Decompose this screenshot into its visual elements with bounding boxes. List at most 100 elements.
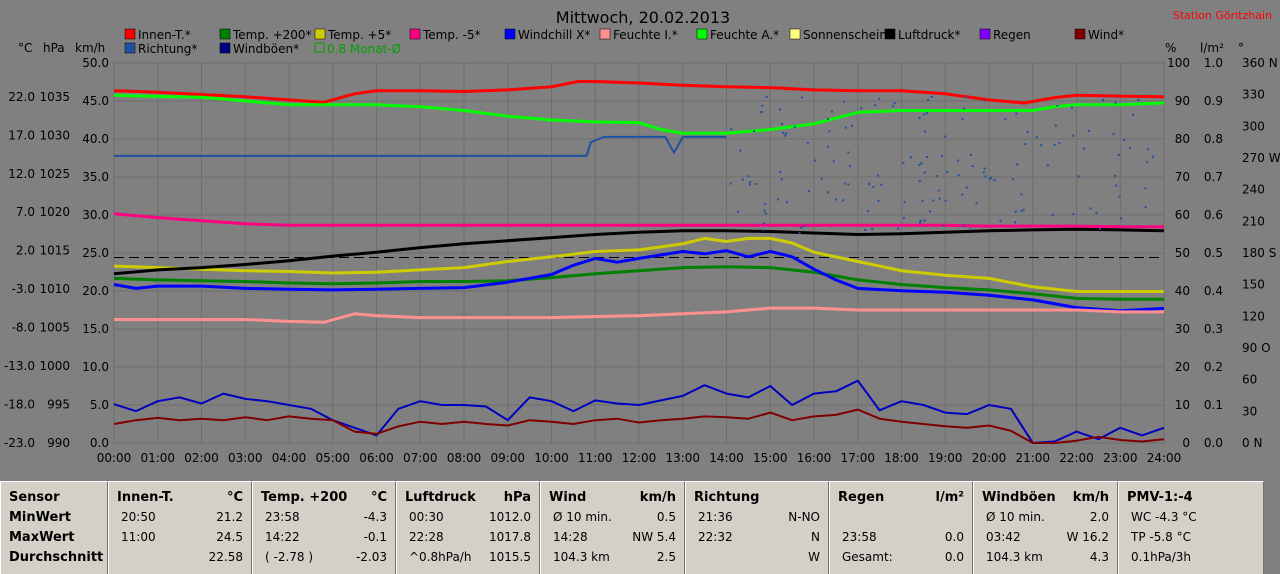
direction-point-58 [961, 117, 964, 120]
panel-row: 23:58 -4.3 [261, 510, 387, 528]
panel-row: 23:58 0.0 [838, 530, 964, 548]
direction-point-147 [1056, 105, 1059, 108]
direction-point-24 [990, 176, 993, 179]
deg-tick-9: 90 O [1242, 341, 1271, 355]
panel-row: 22.58 [117, 550, 243, 568]
panel-cell-value: 0.5 [656, 510, 676, 524]
direction-point-76 [808, 190, 811, 193]
hpa-tick-4: 1015 [39, 244, 70, 258]
direction-point-140 [969, 154, 972, 157]
unit-lm2: l/m² [1200, 41, 1224, 55]
panel-cell-label: 0.1hPa/3h [1131, 550, 1192, 564]
deg-tick-8: 120 [1242, 309, 1265, 323]
legend-swatch-11 [124, 42, 136, 54]
series-line-0 [113, 80, 1165, 105]
deg-tick-12: 0 N [1242, 436, 1262, 450]
panel-cell-label: 23:58 [842, 530, 877, 544]
x-tick-19: 19:00 [928, 451, 963, 465]
direction-point-59 [1095, 211, 1098, 214]
deg-tick-0: 360 N [1242, 56, 1278, 70]
legend-label-12: Windböen* [233, 42, 299, 56]
panel-8: PMV-1:-4 WC -4.3 °C TP -5.8 °C 0.1hPa/3h [1118, 481, 1264, 574]
deg-tick-4: 240 [1242, 183, 1265, 197]
direction-point-31 [918, 163, 921, 166]
direction-point-143 [957, 159, 960, 162]
direction-point-41 [868, 182, 871, 185]
direction-point-123 [877, 200, 880, 203]
series-line-5 [114, 306, 1164, 324]
direction-point-2 [920, 162, 923, 165]
panel-header: Innen-T. °C [117, 490, 243, 508]
panel-row: MinWert [9, 510, 99, 528]
panel-unit: km/h [1072, 490, 1109, 505]
direction-point-51 [1118, 195, 1121, 198]
legend: Innen-T.* Temp. +200* Temp. +5* Temp. -5* Wi… [124, 28, 1124, 56]
direction-point-159 [975, 202, 978, 205]
direction-point-5 [850, 124, 853, 127]
direction-point-91 [1152, 155, 1155, 158]
direction-point-132 [847, 183, 850, 186]
kmh-tick-1: 45.0 [82, 94, 109, 108]
direction-point-105 [828, 130, 831, 133]
direction-point-109 [877, 174, 880, 177]
panel-cell-value: 2.0 [1089, 510, 1109, 524]
panel-cell-value: 1015.5 [489, 550, 531, 564]
lm2-tick-3: 0.7 [1204, 170, 1223, 184]
direction-point-4 [984, 175, 987, 178]
x-tick-8: 08:00 [447, 451, 482, 465]
direction-point-149 [919, 220, 922, 223]
lm2-tick-8: 0.2 [1204, 360, 1223, 374]
panel-title: Richtung [694, 490, 760, 505]
x-tick-5: 05:00 [315, 451, 350, 465]
deg-tick-7: 150 [1242, 278, 1265, 292]
direction-point-121 [1098, 227, 1101, 230]
direction-point-136 [847, 151, 850, 154]
direction-point-57 [762, 229, 765, 232]
panel-cell-value: 1017.8 [489, 530, 531, 544]
legend-label-11: Richtung* [138, 42, 197, 56]
direction-point-78 [918, 180, 921, 183]
panel-row: 03:42 W 16.2 [982, 530, 1109, 548]
panel-cell-label: 11:00 [121, 530, 156, 544]
direction-point-11 [1137, 98, 1140, 101]
direction-point-94 [946, 170, 949, 173]
direction-point-22 [830, 110, 833, 113]
legend-label-3: Temp. -5* [422, 28, 481, 42]
temp-tick-3: 7.0 [16, 205, 35, 219]
panel-cell-label: 21:36 [698, 510, 733, 524]
direction-point-43 [1026, 130, 1029, 133]
temp-tick-9: -23.0 [4, 436, 35, 450]
panel-row: Gesamt: 0.0 [838, 550, 964, 568]
direction-point-133 [866, 210, 869, 213]
panel-3: Luftdruck hPa 00:30 1012.0 22:28 1017.8 ^0.8hP… [396, 481, 540, 574]
direction-point-42 [820, 177, 823, 180]
series-line-2 [113, 236, 1164, 293]
panel-cell-value: 0.0 [944, 530, 964, 544]
direction-point-128 [1077, 175, 1080, 178]
kmh-tick-6: 20.0 [82, 284, 109, 298]
direction-point-104 [806, 141, 809, 144]
direction-point-26 [786, 201, 789, 204]
direction-point-32 [918, 116, 921, 119]
legend-swatch-5 [599, 28, 611, 40]
direction-point-153 [878, 97, 881, 100]
panel-5: Richtung 21:36 N-NO 22:32 N W [685, 481, 829, 574]
direction-point-89 [1004, 118, 1007, 121]
direction-point-34 [842, 199, 845, 202]
series-line-3 [113, 212, 1164, 229]
legend-label-8: Luftdruck* [898, 28, 961, 42]
deg-tick-6: 180 S [1242, 246, 1276, 260]
direction-point-49 [983, 167, 986, 170]
panel-title: Windböen [982, 490, 1056, 505]
direction-point-126 [1114, 101, 1117, 104]
pct-tick-9: 10 [1175, 398, 1190, 412]
direction-point-117 [1120, 217, 1123, 220]
direction-point-137 [784, 134, 787, 137]
direction-point-63 [827, 191, 830, 194]
kmh-tick-8: 10.0 [82, 360, 109, 374]
direction-point-38 [1131, 113, 1134, 116]
panel-cell-label: 104.3 km [553, 550, 610, 564]
direction-point-113 [902, 161, 905, 164]
direction-point-99 [1022, 208, 1025, 211]
direction-point-39 [1053, 144, 1056, 147]
